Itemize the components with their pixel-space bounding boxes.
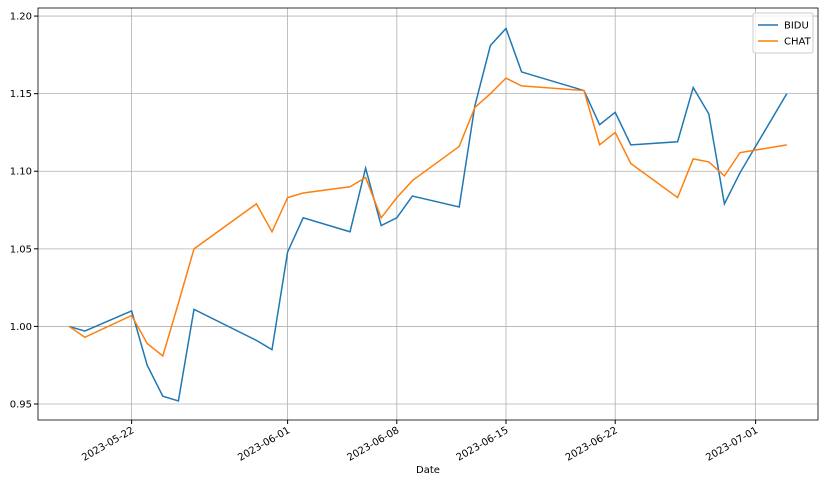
y-tick-label: 1.05 — [10, 244, 32, 255]
axes-frame — [37, 7, 819, 421]
x-axis-label: Date — [416, 465, 440, 476]
legend-frame — [752, 12, 814, 54]
legend-label: BIDU — [784, 21, 809, 32]
y-tick-label: 1.00 — [10, 322, 32, 333]
y-tick-label: 1.15 — [10, 89, 32, 100]
y-tick-label: 0.95 — [10, 400, 32, 411]
y-tick-label: 1.20 — [10, 12, 32, 23]
legend: BIDU CHAT — [752, 12, 814, 54]
data-line — [68, 77, 787, 358]
data-line — [68, 27, 788, 402]
x-tick-label: 2023-06-22 — [564, 425, 620, 464]
x-tick-label: 2023-07-01 — [704, 425, 760, 464]
x-tick-label: 2023-06-01 — [236, 425, 292, 464]
x-tick-label: 2023-06-08 — [345, 425, 401, 464]
x-tick-label: 2023-06-15 — [455, 425, 511, 464]
x-tick-label: 2023-05-22 — [80, 425, 136, 464]
legend-label: CHAT — [784, 37, 812, 48]
y-tick-label: 1.10 — [10, 167, 32, 178]
